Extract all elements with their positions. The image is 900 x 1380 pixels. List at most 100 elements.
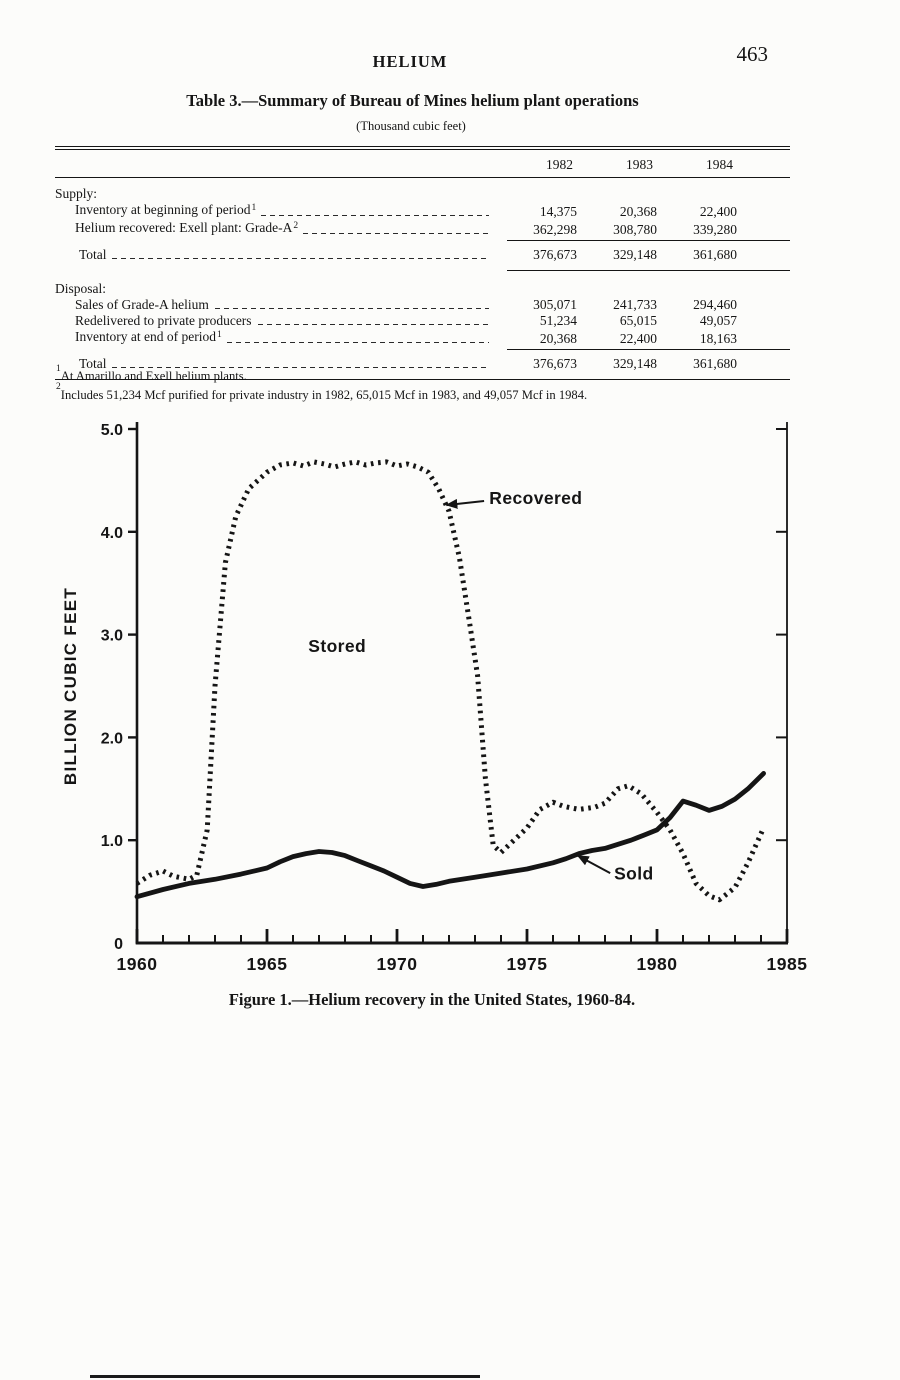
cell-value: 51,234: [539, 313, 577, 328]
y-tick-label: 3.0: [101, 628, 123, 645]
total-bottom-rule: [507, 270, 790, 271]
cell-value: 308,780: [613, 222, 657, 237]
table-title: Table 3.—Summary of Bureau of Mines heli…: [186, 91, 639, 110]
table-footnotes: 1At Amarillo and Exell helium plants. 2I…: [55, 363, 775, 404]
cell-value: 22,400: [699, 204, 737, 219]
row-label-text: Total: [79, 356, 107, 371]
y-tick-label: 2.0: [101, 730, 123, 747]
total-row-supply: Total 376,673 329,148 361,680: [55, 247, 790, 263]
cell-value: 362,298: [533, 222, 577, 237]
table-row: Inventory at beginning of period 1 14,375…: [55, 202, 790, 220]
x-tick-label: 1970: [377, 954, 418, 974]
footnote-marker: 1: [56, 363, 61, 374]
footnote-marker: 2: [293, 220, 299, 231]
running-head-title: HELIUM: [372, 52, 448, 71]
section-heading-disposal: Disposal:: [55, 281, 107, 296]
footnote-text: Includes 51,234 Mcf purified for private…: [60, 387, 588, 402]
dash-leader: [111, 367, 489, 368]
summary-table: 1982 1983 1984 Supply: Inventory at begi…: [55, 146, 790, 380]
row-label-text: Total: [79, 247, 107, 262]
dash-leader: [214, 308, 489, 309]
table-subtitle: (Thousand cubic feet): [356, 119, 466, 133]
scan-artifact: [90, 1375, 480, 1378]
y-tick-label: 0: [114, 936, 123, 953]
recovered-line: [135, 459, 766, 903]
table-row: Helium recovered: Exell plant: Grade-A 2 …: [55, 220, 790, 238]
footnote-1: 1At Amarillo and Exell helium plants.: [55, 363, 775, 385]
row-label: Redelivered to private producers: [55, 313, 497, 329]
cell-value: 18,163: [699, 331, 737, 346]
cell-value: 20,368: [539, 331, 577, 346]
table-row: Redelivered to private producers 51,234 …: [55, 313, 790, 329]
cell-value: 339,280: [693, 222, 737, 237]
cell-value: 361,680: [693, 247, 737, 262]
x-tick-label: 1985: [767, 954, 808, 974]
footnote-marker: 1: [216, 329, 222, 340]
y-tick-label: 1.0: [101, 833, 123, 850]
table-row: Sales of Grade-A helium 305,071 241,733 …: [55, 297, 790, 313]
row-label-text: Redelivered to private producers: [75, 313, 252, 328]
total-top-rule: [507, 240, 790, 241]
y-tick-label: 5.0: [101, 422, 123, 439]
figure-caption: Figure 1.—Helium recovery in the United …: [228, 990, 636, 1009]
table-top-rule: [55, 146, 790, 150]
section-heading-supply: Supply:: [55, 186, 98, 201]
row-label-text: Inventory at beginning of period: [75, 202, 251, 217]
cell-value: 376,673: [533, 356, 577, 371]
x-tick-label: 1980: [637, 954, 678, 974]
cell-value: 22,400: [619, 331, 657, 346]
sold-label: Sold: [614, 863, 654, 883]
year-header-1983: 1983: [626, 157, 653, 172]
y-axis-title: BILLION CUBIC FEET: [61, 587, 80, 785]
row-label: Inventory at end of period 1: [55, 329, 497, 347]
table-bottom-rule: [55, 379, 790, 380]
cell-value: 20,368: [619, 204, 657, 219]
helium-recovery-line-chart: 0 1.0 2.0 3.0 4.0 5.0 1960 1965 1970 1975 1980 1985…: [61, 422, 808, 974]
table-header-rule: [55, 177, 790, 178]
row-label-text: Inventory at end of period: [75, 329, 216, 344]
dash-leader: [261, 215, 489, 216]
table-header-row: 1982 1983 1984: [55, 150, 790, 177]
sold-line: [134, 770, 766, 900]
cell-value: 49,057: [699, 313, 737, 328]
total-row-disposal: Total 376,673 329,148 361,680: [55, 356, 790, 372]
row-label: Sales of Grade-A helium: [55, 297, 497, 313]
sold-arrow: [576, 854, 611, 874]
row-label-text: Helium recovered: Exell plant: Grade-A: [75, 220, 293, 235]
cell-value: 14,375: [539, 204, 577, 219]
dash-leader: [111, 258, 489, 259]
cell-value: 65,015: [619, 313, 657, 328]
row-label: Inventory at beginning of period 1: [55, 202, 497, 220]
x-tick-label: 1965: [247, 954, 288, 974]
footnote-2: 2Includes 51,234 Mcf purified for privat…: [55, 382, 775, 404]
page-number: 463: [736, 42, 769, 66]
row-label-text: Sales of Grade-A helium: [75, 297, 209, 312]
stored-label: Stored: [308, 636, 366, 656]
dash-leader: [257, 324, 489, 325]
cell-value: 305,071: [533, 297, 577, 312]
year-header-1984: 1984: [706, 157, 733, 172]
table-row: Inventory at end of period 1 20,368 22,40…: [55, 329, 790, 347]
y-tick-label: 4.0: [101, 525, 123, 542]
dash-leader: [226, 342, 489, 343]
row-label: Total: [55, 247, 497, 263]
year-header-1982: 1982: [546, 157, 573, 172]
footnote-marker: 1: [251, 202, 257, 213]
x-tick-label: 1975: [507, 954, 548, 974]
recovered-label: Recovered: [489, 488, 582, 508]
cell-value: 241,733: [613, 297, 657, 312]
cell-value: 329,148: [613, 247, 657, 262]
footnote-marker: 2: [56, 382, 61, 393]
recovered-arrow: [445, 498, 485, 509]
row-label: Total: [55, 356, 497, 372]
x-tick-label: 1960: [117, 954, 158, 974]
total-top-rule: [507, 349, 790, 350]
cell-value: 376,673: [533, 247, 577, 262]
dash-leader: [303, 233, 489, 234]
footnote-text: At Amarillo and Exell helium plants.: [60, 369, 247, 384]
cell-value: 361,680: [693, 356, 737, 371]
row-label: Helium recovered: Exell plant: Grade-A 2: [55, 220, 497, 238]
cell-value: 329,148: [613, 356, 657, 371]
cell-value: 294,460: [693, 297, 737, 312]
